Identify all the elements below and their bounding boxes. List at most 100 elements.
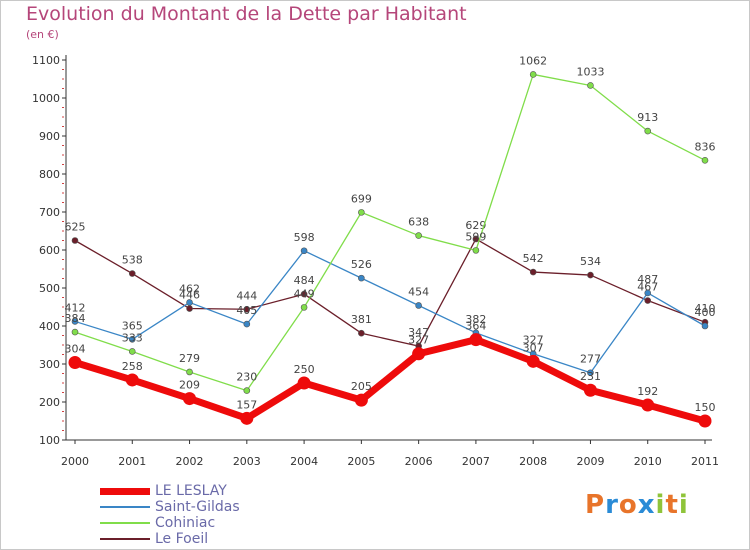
data-point — [125, 373, 139, 387]
data-label: 538 — [122, 254, 143, 267]
data-point — [71, 237, 79, 244]
x-tick-label: 2009 — [576, 455, 604, 468]
data-point — [300, 304, 308, 311]
data-label: 598 — [294, 231, 315, 244]
data-label: 304 — [65, 342, 86, 355]
data-label: 534 — [580, 255, 601, 268]
data-label: 913 — [637, 111, 658, 124]
data-label: 629 — [465, 219, 486, 232]
legend-swatch — [100, 488, 150, 495]
data-point — [698, 414, 712, 428]
y-tick-label: 900 — [39, 130, 60, 143]
logo-letter: o — [618, 490, 638, 520]
data-label: 410 — [695, 302, 716, 315]
data-point — [354, 393, 368, 407]
data-label: 454 — [408, 285, 429, 298]
data-label: 444 — [236, 289, 257, 302]
data-label: 446 — [179, 289, 200, 302]
data-point — [358, 274, 365, 282]
data-point — [529, 71, 537, 78]
data-label: 347 — [408, 326, 429, 339]
data-label: 150 — [695, 401, 716, 414]
data-point — [186, 305, 193, 312]
data-point — [641, 398, 655, 412]
data-point — [587, 369, 594, 377]
x-tick-label: 2001 — [118, 455, 146, 468]
data-label: 230 — [236, 371, 257, 384]
data-label: 400 — [695, 306, 716, 319]
y-tick-label: 600 — [39, 244, 60, 257]
data-label: 599 — [465, 230, 486, 243]
data-point — [472, 247, 480, 254]
data-label: 384 — [65, 312, 86, 325]
x-tick-label: 2006 — [405, 455, 433, 468]
y-tick-label: 100 — [39, 434, 60, 447]
data-label: 258 — [122, 360, 143, 373]
data-label: 382 — [465, 313, 486, 326]
data-point — [472, 235, 480, 243]
data-point — [644, 289, 652, 297]
data-point — [243, 320, 251, 328]
legend-label: LE LESLAY — [155, 483, 227, 499]
data-point — [128, 270, 136, 277]
data-label: 205 — [351, 380, 372, 393]
data-point — [297, 376, 311, 390]
data-label: 526 — [351, 258, 372, 271]
legend-swatch — [100, 522, 150, 524]
legend-label: Saint-Gildas — [155, 499, 240, 515]
y-tick-label: 200 — [39, 396, 60, 409]
data-point — [128, 335, 136, 343]
data-label: 279 — [179, 352, 200, 365]
data-label: 157 — [236, 398, 257, 411]
data-point — [183, 392, 197, 406]
data-label: 333 — [122, 331, 143, 344]
x-tick-label: 2010 — [634, 455, 662, 468]
chart-title: Evolution du Montant de la Dette par Hab… — [26, 3, 467, 25]
data-point — [243, 305, 251, 313]
data-label: 327 — [523, 334, 544, 347]
data-point — [300, 247, 308, 255]
logo-letter: i — [655, 490, 666, 520]
data-point — [415, 302, 422, 309]
y-tick-label: 1100 — [32, 54, 60, 67]
data-point — [71, 328, 79, 336]
y-tick-label: 1000 — [32, 92, 60, 105]
data-label: 1033 — [576, 65, 604, 78]
legend-label: Cohiniac — [155, 515, 216, 531]
chart-subtitle: (en €) — [26, 28, 59, 41]
data-label: 462 — [179, 282, 200, 295]
data-point — [412, 347, 426, 361]
data-point — [701, 322, 709, 330]
logo-letter: P — [585, 490, 606, 520]
data-point — [128, 348, 136, 355]
y-tick-label: 800 — [39, 168, 60, 181]
y-tick-label: 700 — [39, 206, 60, 219]
legend-label: Le Foeil — [155, 531, 209, 547]
data-point — [701, 157, 709, 164]
legend-swatch — [100, 506, 150, 508]
logo-letter: x — [637, 490, 656, 520]
x-tick-label: 2007 — [462, 455, 490, 468]
data-point — [68, 355, 82, 369]
data-point — [644, 297, 652, 304]
data-label: 542 — [523, 252, 544, 265]
proxiti-logo: Proxiti — [585, 490, 689, 520]
data-label: 487 — [637, 273, 658, 286]
data-point — [186, 368, 193, 376]
data-point — [526, 354, 540, 368]
data-label: 1062 — [519, 54, 547, 67]
x-tick-label: 2008 — [519, 455, 547, 468]
data-point — [358, 209, 365, 216]
x-tick-label: 2003 — [233, 455, 261, 468]
data-label: 277 — [580, 353, 601, 366]
data-point — [469, 333, 483, 347]
data-point — [529, 268, 537, 276]
series-line — [74, 238, 706, 347]
data-point — [644, 127, 652, 135]
data-point — [587, 271, 594, 279]
x-tick-label: 2004 — [290, 455, 318, 468]
series-line — [74, 73, 706, 392]
data-label: 307 — [523, 341, 544, 354]
